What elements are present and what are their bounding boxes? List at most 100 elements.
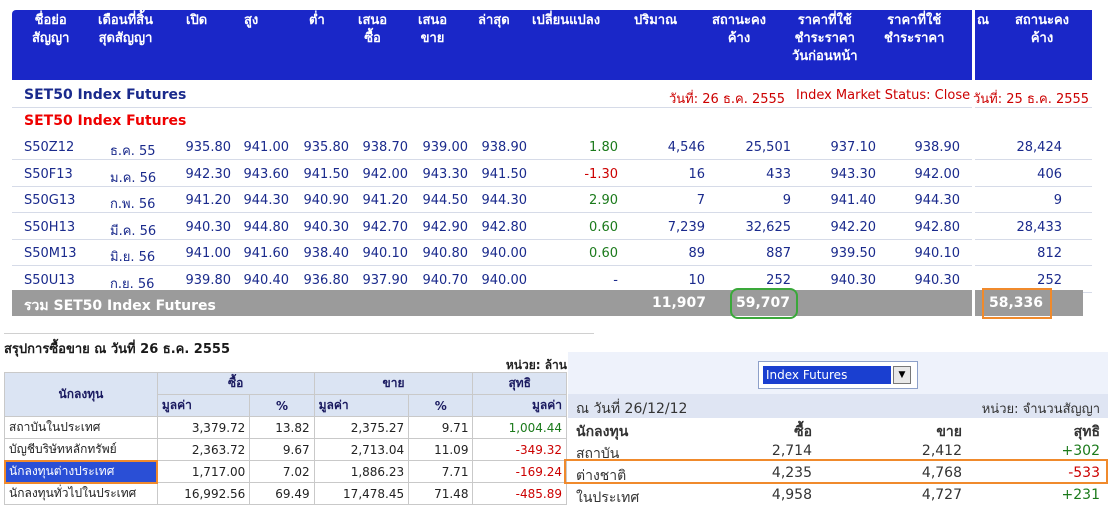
cell-last: 938.90 [481, 140, 528, 155]
col-volume: ปริมาณ [634, 13, 678, 28]
panel-date: ณ วันที่ 26/12/12 [576, 401, 688, 417]
col-right-oi: สถานะคง ค้าง [1015, 13, 1070, 46]
col-open: เปิด [186, 13, 208, 28]
panel-cell-sell: 2,412 [921, 443, 962, 459]
cell-right-oi: 9 [1053, 193, 1062, 208]
panel-cell-net: -533 [1068, 465, 1100, 481]
col-low: ต่ำ [309, 13, 325, 28]
chevron-down-icon[interactable]: ▼ [893, 366, 911, 384]
previous-day-row: 28,433 [975, 214, 1092, 240]
panel-unit: หน่วย: จำนวนสัญญา [981, 402, 1100, 417]
section-title: SET50 Index Futures [24, 87, 187, 103]
cell-settle: 942.80 [914, 219, 961, 235]
cell-change: 2.90 [589, 193, 618, 208]
summary-cell-name: บัญชีบริษัทหลักทรัพย์ [4, 438, 158, 461]
cell-symbol[interactable]: S50Z12 [24, 140, 75, 155]
cell-symbol[interactable]: S50F13 [24, 166, 73, 182]
cell-volume: 89 [688, 246, 705, 261]
subsection-title-row: SET50 Index Futures [12, 108, 972, 134]
cell-prev-settle: 941.40 [830, 193, 877, 208]
summary-cell-sell-pct: 71.48 [408, 482, 474, 505]
summary-cell-sell: 2,375.27 [313, 416, 410, 439]
summary-row: สถาบันในประเทศ 3,379.72 13.82 2,375.27 9.71 1… [4, 416, 567, 439]
summary-col-net: สุทธิ [472, 372, 567, 395]
panel-row: สถาบัน 2,714 2,412 +302 [568, 440, 1108, 462]
summary-divider [4, 333, 594, 334]
col-oi: สถานะคง ค้าง [712, 13, 767, 46]
summary-col-sell: ขาย [313, 372, 474, 395]
cell-volume: 7 [696, 193, 705, 208]
right-date-row: วันที่: 25 ธ.ค. 2555 [973, 82, 1092, 108]
col-last: ล่าสุด [478, 13, 510, 28]
cell-volume: 7,239 [667, 219, 705, 235]
panel-cell-buy: 4,958 [771, 487, 812, 503]
col-change: เปลี่ยนแปลง [532, 13, 601, 28]
cell-symbol[interactable]: S50U13 [24, 272, 75, 288]
col-settle: ราคาที่ใช้ ชำระราคา [884, 13, 945, 46]
cell-symbol[interactable]: S50M13 [24, 246, 77, 261]
cell-prev-settle: 939.50 [830, 246, 877, 261]
summary-sub-sell-pct: % [408, 394, 474, 417]
category-select[interactable]: Index Futures ▼ [758, 361, 918, 389]
cell-symbol[interactable]: S50G13 [24, 193, 76, 208]
col-bid: เสนอ ซื้อ [358, 13, 388, 46]
col-prev-settle: ราคาที่ใช้ ชำระราคา วันก่อนหน้า [792, 13, 858, 64]
cell-month: ม.ค. 56 [110, 170, 157, 186]
category-select-value: Index Futures [763, 366, 891, 384]
summary-cell-buy-pct: 13.82 [249, 416, 315, 439]
summary-sub-sell-value: มูลค่า [313, 394, 410, 417]
cell-low: 935.80 [303, 140, 350, 155]
cell-settle: 942.00 [914, 166, 961, 182]
cell-right-oi: 28,433 [1016, 219, 1063, 235]
summary-cell-buy-pct: 9.67 [249, 438, 315, 461]
panel-cell-net: +231 [1061, 487, 1100, 503]
panel-col-buy: ซื้อ [794, 424, 812, 440]
panel-header-row: นักลงทุน ซื้อ ขาย สุทธิ [568, 418, 1108, 440]
cell-settle: 938.90 [914, 140, 961, 155]
summary-cell-sell: 1,886.23 [313, 460, 410, 483]
panel-date-bar: ณ วันที่ 26/12/12 หน่วย: จำนวนสัญญา [568, 394, 1108, 418]
summary-row: นักลงทุนต่างประเทศ 1,717.00 7.02 1,886.23 7.… [3, 459, 567, 484]
panel-cell-name: ต่างชาติ [576, 468, 627, 484]
cell-settle: 944.30 [914, 193, 961, 208]
panel-cell-name: สถาบัน [576, 446, 620, 462]
total-oi: 59,707 [735, 295, 790, 311]
investor-contracts-panel: Index Futures ▼ ณ วันที่ 26/12/12 หน่วย:… [564, 352, 1108, 530]
cell-oi: 433 [766, 166, 791, 182]
col-symbol: ชื่อย่อ สัญญา [32, 13, 70, 46]
previous-day-row: 28,424 [975, 134, 1092, 160]
cell-oi: 25,501 [745, 140, 792, 155]
cell-open: 940.30 [185, 219, 232, 235]
subsection-title: SET50 Index Futures [24, 113, 187, 129]
summary-cell-net: -169.24 [472, 460, 567, 483]
cell-change: 1.80 [589, 140, 618, 155]
summary-col-buy: ซื้อ [156, 372, 315, 395]
section-title-row: SET50 Index Futures วันที่: 26 ธ.ค. 2555… [12, 82, 972, 108]
futures-row: S50H13 มี.ค. 56 940.30 944.80 940.30 942.70 94… [12, 214, 972, 240]
summary-cell-buy-pct: 7.02 [249, 460, 315, 483]
summary-cell-sell-pct: 7.71 [408, 460, 474, 483]
cell-high: 943.60 [243, 166, 290, 182]
cell-high: 944.80 [243, 219, 290, 235]
summary-cell-buy: 16,992.56 [156, 482, 251, 505]
cell-offer: 942.90 [422, 219, 469, 235]
cell-low: 941.50 [303, 166, 350, 182]
cell-month: มิ.ย. 56 [110, 250, 156, 265]
cell-volume: 10 [688, 272, 705, 288]
cell-high: 940.40 [243, 272, 290, 288]
summary-unit: หน่วย: ล้าน [505, 358, 567, 372]
cell-month: ธ.ค. 55 [110, 144, 156, 159]
cell-change: - [613, 272, 618, 288]
cell-open: 935.80 [185, 140, 232, 155]
cell-symbol[interactable]: S50H13 [24, 219, 76, 235]
futures-row: S50M13 มิ.ย. 56 941.00 941.60 938.40 940.10 94… [12, 240, 972, 266]
cell-last: 941.50 [481, 166, 528, 182]
cell-last: 944.30 [481, 193, 528, 208]
panel-col-sell: ขาย [936, 424, 962, 440]
cell-settle: 940.30 [914, 272, 961, 288]
panel-cell-sell: 4,727 [921, 487, 962, 503]
summary-col-investor: นักลงทุน [4, 372, 158, 417]
summary-sub-buy-pct: % [249, 394, 315, 417]
panel-cell-sell: 4,768 [921, 465, 962, 481]
summary-sub-net-value: มูลค่า [472, 394, 567, 417]
